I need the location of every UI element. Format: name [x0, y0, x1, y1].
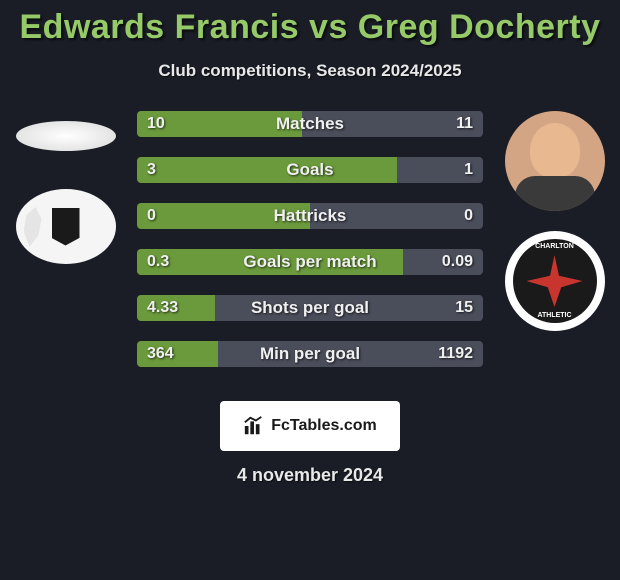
stat-left-value: 3: [147, 157, 156, 183]
stat-right-value: 1192: [438, 341, 473, 367]
stat-bar-left-fill: [137, 249, 403, 275]
right-club-badge: CHARLTON ATHLETIC: [505, 231, 605, 331]
subtitle: Club competitions, Season 2024/2025: [0, 61, 620, 81]
comparison-content: CHARLTON ATHLETIC 1011Matches31Goals00Ha…: [0, 111, 620, 381]
stat-bar-row: 31Goals: [137, 157, 483, 183]
stat-bar-right-fill: [310, 203, 483, 229]
right-club-text-top: CHARLTON: [505, 243, 605, 250]
left-club-badge: [16, 189, 116, 264]
right-player-avatar: [505, 111, 605, 211]
stat-bar-row: 00Hattricks: [137, 203, 483, 229]
stat-bar-row: 3641192Min per goal: [137, 341, 483, 367]
stat-right-value: 1: [464, 157, 473, 183]
stat-bar-left-fill: [137, 157, 397, 183]
stat-bar-left-fill: [137, 203, 310, 229]
stat-bar-row: 1011Matches: [137, 111, 483, 137]
stat-right-value: 0.09: [442, 249, 473, 275]
stat-left-value: 10: [147, 111, 165, 137]
stat-right-value: 15: [455, 295, 473, 321]
page-title: Edwards Francis vs Greg Docherty: [0, 0, 620, 47]
date-text: 4 november 2024: [0, 465, 620, 486]
left-player-avatar: [16, 121, 116, 151]
right-club-text-bottom: ATHLETIC: [505, 312, 605, 319]
stat-left-value: 0.3: [147, 249, 169, 275]
stat-left-value: 0: [147, 203, 156, 229]
stat-left-value: 364: [147, 341, 174, 367]
stat-bar-row: 4.3315Shots per goal: [137, 295, 483, 321]
right-player-column: CHARLTON ATHLETIC: [497, 111, 612, 331]
chart-icon: [243, 415, 265, 437]
stat-bar-right-fill: [215, 295, 483, 321]
stat-right-value: 11: [456, 111, 473, 137]
stat-right-value: 0: [464, 203, 473, 229]
footer-brand-text: FcTables.com: [271, 417, 377, 435]
stat-left-value: 4.33: [147, 295, 178, 321]
footer-brand-badge: FcTables.com: [220, 401, 400, 451]
stat-bar-row: 0.30.09Goals per match: [137, 249, 483, 275]
stat-bars: 1011Matches31Goals00Hattricks0.30.09Goal…: [137, 111, 483, 367]
left-player-column: [8, 111, 123, 264]
